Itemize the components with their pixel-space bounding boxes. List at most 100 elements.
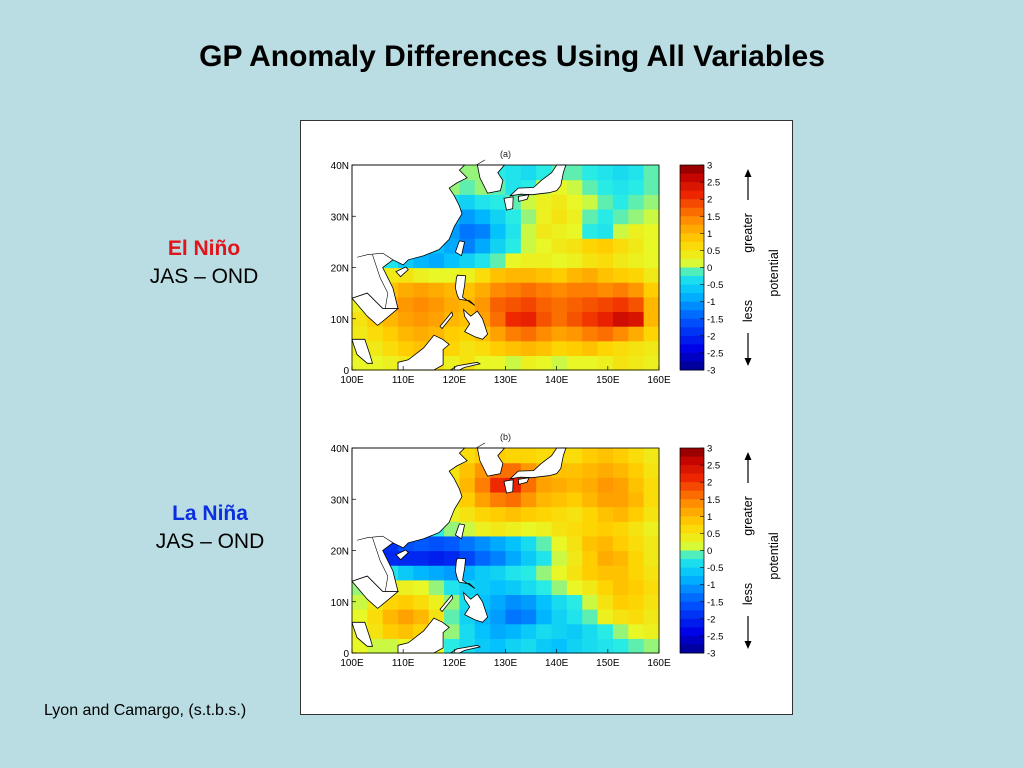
colorbar-tick-label: -2.5 [707,631,723,642]
heatmap-cell [597,296,614,313]
heatmap-cell [628,448,645,464]
heatmap-cell [566,208,583,225]
heatmap-cell [520,208,537,225]
land-outline [351,338,374,364]
heatmap-cell [536,491,553,508]
land-outline [476,164,506,194]
heatmap-cell [597,491,614,508]
heatmap-cell [628,550,645,566]
heatmap-cell [551,535,568,552]
heatmap-cell [490,609,507,625]
heatmap-cell [505,326,522,342]
heatmap-cell [398,326,414,342]
heatmap-cell [520,506,537,522]
heatmap-cell [597,194,614,210]
heatmap-cell [612,194,629,210]
land-outline [476,447,506,477]
heatmap-cell [582,550,599,566]
heatmap-cell [505,609,522,625]
heatmap-cell [566,477,583,493]
heatmap-cell [566,506,583,522]
heatmap-cell [536,267,553,283]
land-outline [462,308,489,340]
x-tick-label: 140E [545,375,569,386]
heatmap-cell [459,491,476,508]
heatmap-cell [413,311,430,327]
heatmap-cell [566,550,583,566]
heatmap-cell [536,326,553,342]
heatmap-cell [551,506,568,522]
heatmap-cell [582,623,599,639]
colorbar-segment [680,644,704,654]
heatmap-cell [582,638,599,654]
country-border [476,159,486,166]
heatmap-cell [566,565,583,581]
colorbar-segment [680,276,704,286]
land-outline [454,274,476,306]
heatmap-cell [566,340,583,356]
land-outline [503,479,514,494]
heatmap-cell [490,491,507,508]
heatmap-cell [597,179,614,195]
heatmap-cell [566,223,583,239]
heatmap-cell [413,282,430,298]
heatmap-cell [597,252,614,269]
colorbar-segment [680,224,704,234]
land-outline [439,594,454,613]
colorbar-segment [680,550,704,560]
heatmap-cell [597,267,614,283]
heatmap-cell [597,448,614,464]
colorbar-segment [680,516,704,526]
heatmap-cell [597,535,614,552]
colorbar-tick-label: 3 [707,161,712,172]
heatmap-cell [582,565,599,581]
heatmap-cell [643,477,660,493]
heatmap-cell [582,165,599,181]
y-tick-label: 20N [331,264,349,275]
heatmap-cell [444,252,461,269]
colorbar-segment [680,293,704,303]
heatmap-cell [382,623,399,639]
la-nina-name: La Niña [172,502,248,525]
heatmap-cell [582,296,599,313]
heatmap-cell [551,282,568,298]
colorbar-segment [680,182,704,192]
colorbar-segment [680,541,704,551]
colorbar-segment [680,165,704,175]
heatmap-cell [444,296,461,313]
land-outline [351,292,400,326]
heatmap-cell [643,355,660,371]
heatmap-cell [582,579,599,596]
heatmap-cell [551,194,568,210]
colorbar-tick-label: 3 [707,444,712,455]
heatmap-cell [643,550,660,566]
heatmap-cell [582,252,599,269]
heatmap-cell [536,296,553,313]
land-outline [508,164,567,197]
heatmap-cell [612,448,629,464]
citation-credit: Lyon and Camargo, (s.t.b.s.) [44,702,247,719]
heatmap-cell [490,638,507,654]
colorbar-tick-label: 0.5 [707,246,720,257]
heatmap-cell [612,296,629,313]
heatmap-cell [582,340,599,356]
heatmap-cell [551,477,568,493]
x-tick-label: 150E [596,375,620,386]
less-label: less [741,583,755,605]
heatmap-cell [490,311,507,327]
heatmap-cell [520,238,537,254]
heatmap-cell [444,579,461,596]
colorbar-segment [680,524,704,534]
heatmap-cell [490,521,507,537]
heatmap-cell [566,448,583,464]
heatmap-cell [582,179,599,195]
less-label: less [741,300,755,322]
heatmap-cell [566,282,583,298]
colorbar-tick-label: 2 [707,478,712,489]
heatmap-cell [612,311,629,327]
heatmap-cell [490,565,507,581]
heatmap-cell [536,252,553,269]
heatmap-cell [643,208,660,225]
land-outline [395,549,409,561]
heatmap-cell [612,579,629,596]
